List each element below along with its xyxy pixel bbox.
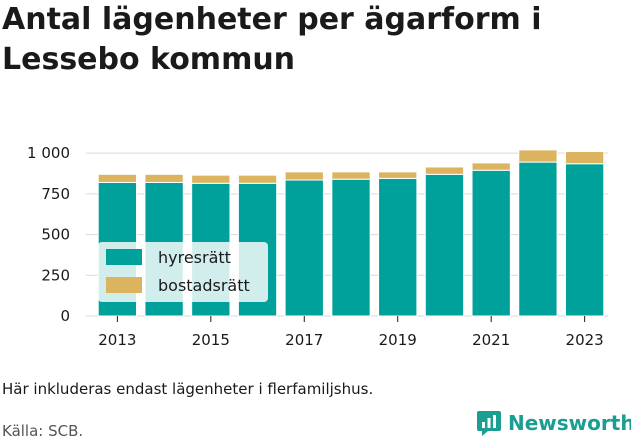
bar-hyresratt-2017 [284,179,324,317]
bar-hyresratt-2023 [564,163,605,317]
bar-hyresratt-2022 [518,161,558,317]
bar-bostadsratt-2015 [191,174,231,184]
bar-bostadsratt-2019 [378,171,418,179]
bar-hyresratt-2018 [331,178,371,317]
bar-hyresratt-2019 [378,177,418,317]
newsworthy-brand[interactable]: Newsworthy [476,408,631,438]
x-tick-label: 2023 [566,331,604,349]
y-axis-ticks: 0 250 500 750 1 000 [27,144,70,325]
bar-bostadsratt-2021 [471,162,511,171]
y-tick-label: 0 [60,307,70,325]
legend-label: hyresrätt [158,248,231,267]
bar-bostadsratt-2022 [518,149,558,163]
bar-bostadsratt-2014 [144,173,184,183]
y-tick-label: 250 [41,266,70,284]
bar-bostadsratt-2020 [424,166,465,175]
bar-bostadsratt-2023 [564,151,605,165]
y-tick-label: 1 000 [27,144,70,162]
bar-hyresratt-2020 [424,173,465,317]
x-tick-label: 2019 [379,331,417,349]
bar-bostadsratt-2018 [331,171,371,180]
chart-note: Här inkluderas endast lägenheter i flerf… [2,380,374,398]
bar-hyresratt-2021 [471,169,511,317]
legend-swatch [106,277,142,293]
bar-bostadsratt-2013 [97,173,138,183]
y-tick-label: 500 [41,226,70,244]
x-tick-label: 2013 [98,331,136,349]
brand-name: Newsworthy [508,411,631,435]
source-label: Källa: SCB. [2,422,84,440]
y-tick-label: 750 [41,185,70,203]
x-tick-label: 2017 [285,331,323,349]
x-axis-ticks: 2013 2015 2017 2019 2021 2023 [98,316,604,349]
bar-bostadsratt-2017 [284,171,324,181]
chart-title: Antal lägenheter per ägarform i Lessebo … [2,2,542,77]
x-tick-label: 2015 [192,331,230,349]
newsworthy-logo-icon [477,411,501,436]
legend-label: bostadsrätt [158,276,250,295]
bar-bostadsratt-2016 [237,174,278,184]
legend-swatch [106,249,142,265]
legend: hyresrätt bostadsrätt [98,242,268,302]
x-tick-label: 2021 [472,331,510,349]
